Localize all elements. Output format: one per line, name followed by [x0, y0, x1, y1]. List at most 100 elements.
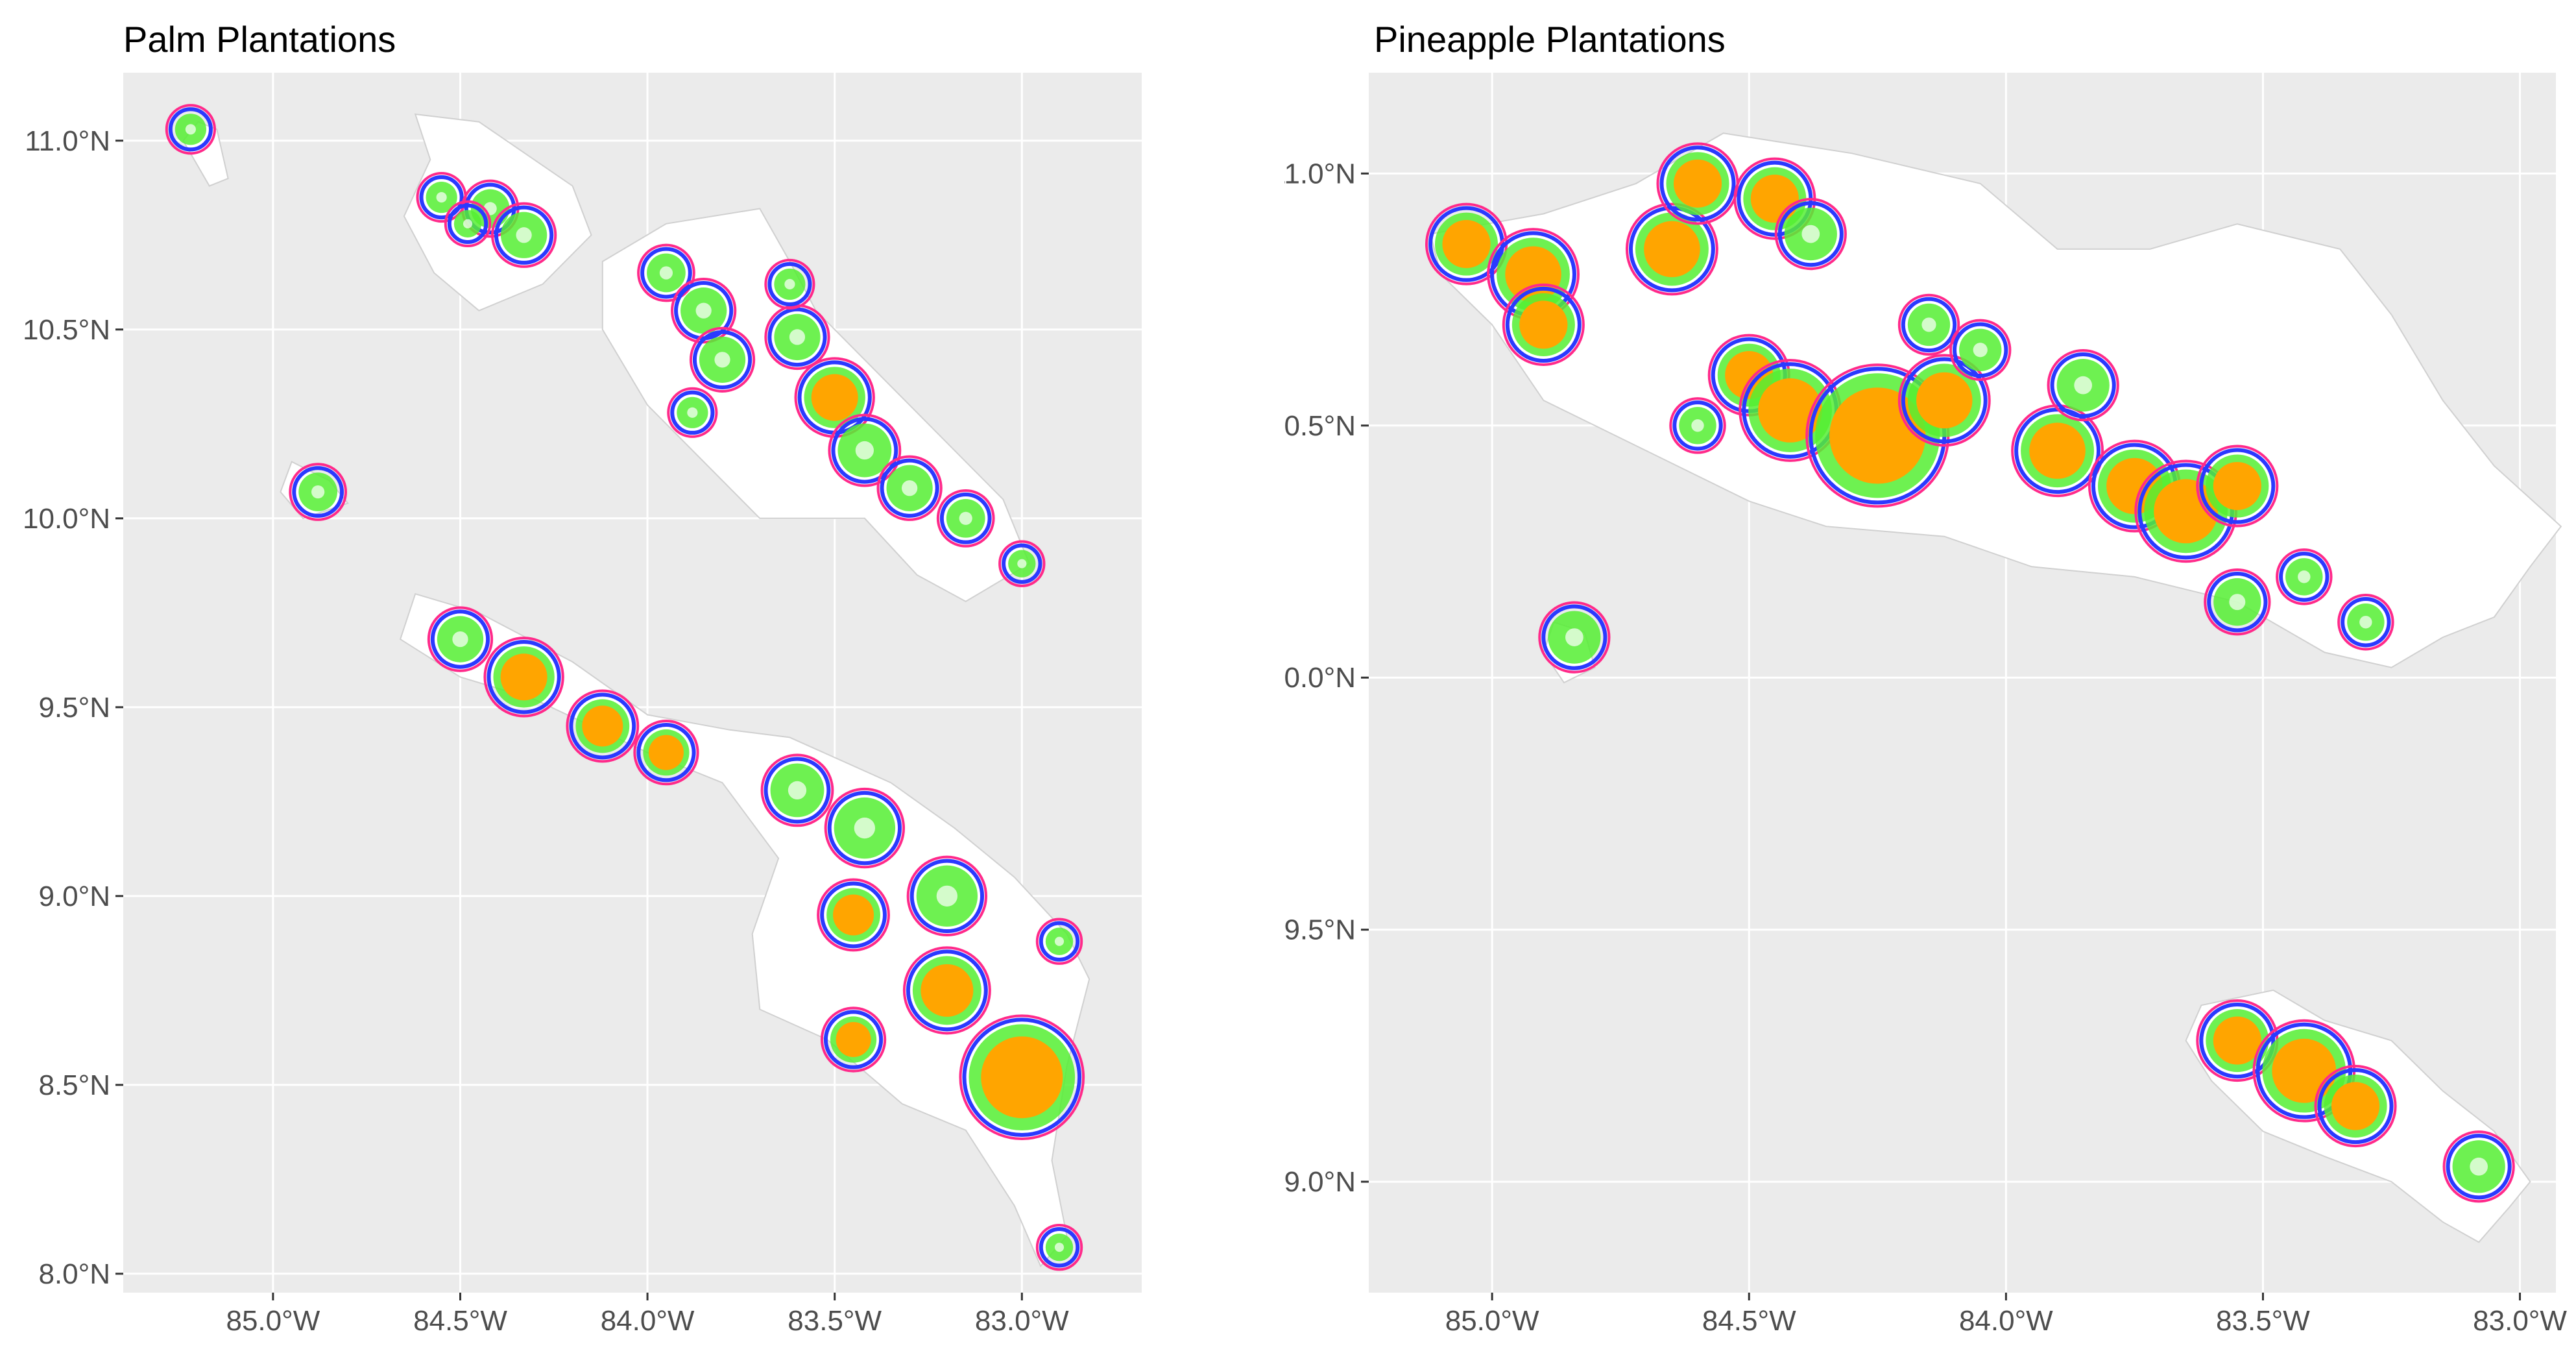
plantation-cluster: [667, 387, 718, 438]
buffer-ring-outer: [1035, 1223, 1083, 1271]
buffer-ring-mid: [1777, 201, 1844, 267]
buffer-ring-mid: [2199, 1003, 2276, 1079]
buffer-ring-outer: [1669, 397, 1726, 454]
buffer-ring-outer: [444, 200, 492, 248]
x-tick-label: 85.0°W: [1445, 1305, 1539, 1337]
buffer-ring-outer: [998, 540, 1046, 587]
y-tick-label: 10.0°N: [23, 503, 110, 535]
plantation-gap: [902, 480, 918, 496]
buffer-ring-mid: [827, 790, 902, 866]
x-tick-label: 85.0°W: [226, 1305, 320, 1337]
plantation-gap: [1054, 936, 1065, 946]
plantation-cluster: [2276, 548, 2333, 605]
x-tick-label: 83.5°W: [788, 1305, 882, 1337]
buffer-ring-mid: [494, 205, 554, 265]
buffer-ring-mid: [767, 262, 812, 307]
buffer-ring-outer: [959, 1014, 1085, 1141]
x-tick-label: 83.0°W: [975, 1305, 1069, 1337]
buffer-ring-mid: [2446, 1134, 2512, 1200]
plantation-cluster: [820, 1006, 887, 1073]
plantation-cluster: [2011, 404, 2104, 498]
y-tick-label: 10.0°N: [1284, 662, 1356, 694]
y-tick-label: 9.5°N: [1284, 914, 1356, 946]
buffer-ring-mid: [2199, 448, 2276, 524]
buffer-ring-mid: [1505, 286, 1582, 363]
plantation-gap: [1921, 317, 1936, 332]
buffer-ring-outer: [667, 387, 718, 438]
buffer-ring-mid: [1039, 1226, 1080, 1268]
buffer-ring-outer: [490, 202, 557, 268]
plantation-cluster: [1897, 354, 1991, 447]
buffer-ring-mid: [2207, 572, 2268, 633]
plantation-cluster: [490, 202, 557, 268]
plantation-cluster: [764, 304, 830, 371]
buffer-ring-mid: [909, 859, 985, 934]
buffer-ring-outer: [633, 720, 699, 786]
buffer-ring-mid: [1659, 145, 1736, 222]
x-tick-label: 84.5°W: [413, 1305, 507, 1337]
plantation-gap: [854, 817, 876, 839]
plantation-cluster: [1897, 293, 1960, 356]
plantation-core: [2213, 461, 2261, 511]
buffer-ring-mid: [569, 692, 636, 760]
plantation-cluster: [566, 689, 640, 763]
plantation-gap: [1801, 225, 1820, 243]
buffer-ring-mid: [1541, 604, 1607, 670]
plantation-cluster: [2442, 1130, 2515, 1203]
buffer-ring-outer: [289, 463, 348, 521]
buffer-ring-mid: [2341, 597, 2391, 648]
plantation-core: [500, 653, 548, 701]
y-tick-label: 10.5°N: [23, 314, 110, 346]
buffer-ring-mid: [880, 458, 939, 518]
plantation-cluster: [1502, 283, 1585, 366]
plantation-cluster: [416, 171, 467, 223]
plantation-cluster: [637, 243, 695, 302]
plantation-core: [836, 1022, 871, 1058]
plantation-core: [648, 735, 684, 770]
plantation-gap: [788, 781, 807, 800]
buffer-ring-mid: [1002, 543, 1042, 584]
plantation-gap: [855, 441, 874, 460]
plantation-cluster: [876, 455, 943, 521]
plantation-gap: [1017, 559, 1027, 568]
plantation-gap: [1973, 343, 1988, 358]
buffer-ring-mid: [447, 203, 488, 245]
plantation-gap: [659, 266, 673, 280]
buffer-ring-outer: [671, 278, 737, 344]
buffer-ring-outer: [902, 946, 991, 1035]
plantation-cluster: [2196, 999, 2279, 1082]
buffer-ring-mid: [636, 723, 696, 783]
buffer-ring-outer: [1502, 283, 1585, 366]
buffer-ring-outer: [1897, 293, 1960, 356]
plantation-cluster: [671, 278, 737, 344]
plantation-cluster: [2047, 349, 2119, 422]
plantation-gap: [1691, 419, 1704, 432]
buffer-ring-outer: [689, 326, 756, 393]
buffer-ring-outer: [1035, 918, 1083, 965]
buffer-ring-mid: [640, 247, 692, 299]
plantation-cluster: [1035, 918, 1083, 965]
plantation-core: [1644, 221, 1700, 278]
plantation-gap: [789, 329, 806, 345]
y-tick-label: 10.5°N: [1284, 410, 1356, 442]
plantation-cluster: [483, 637, 564, 718]
buffer-ring-outer: [828, 413, 902, 487]
buffer-ring-mid: [292, 466, 344, 518]
plantation-cluster: [998, 540, 1046, 587]
plantation-core: [981, 1036, 1063, 1119]
plantation-core: [2272, 1038, 2337, 1103]
buffer-ring-mid: [820, 881, 887, 949]
plantation-gap: [695, 302, 712, 319]
y-tick-label: 11.0°N: [1284, 158, 1356, 189]
buffer-ring-mid: [487, 640, 561, 714]
plantation-core: [1673, 159, 1722, 208]
plantation-gap: [2229, 594, 2246, 611]
x-tick-label: 83.0°W: [2473, 1305, 2567, 1337]
plantation-core: [2029, 422, 2086, 479]
buffer-ring-outer: [820, 1006, 887, 1073]
buffer-ring-mid: [939, 492, 992, 544]
plantation-gap: [452, 631, 468, 648]
plantation-cluster: [1774, 197, 1847, 271]
plantation-core: [1750, 175, 1799, 223]
